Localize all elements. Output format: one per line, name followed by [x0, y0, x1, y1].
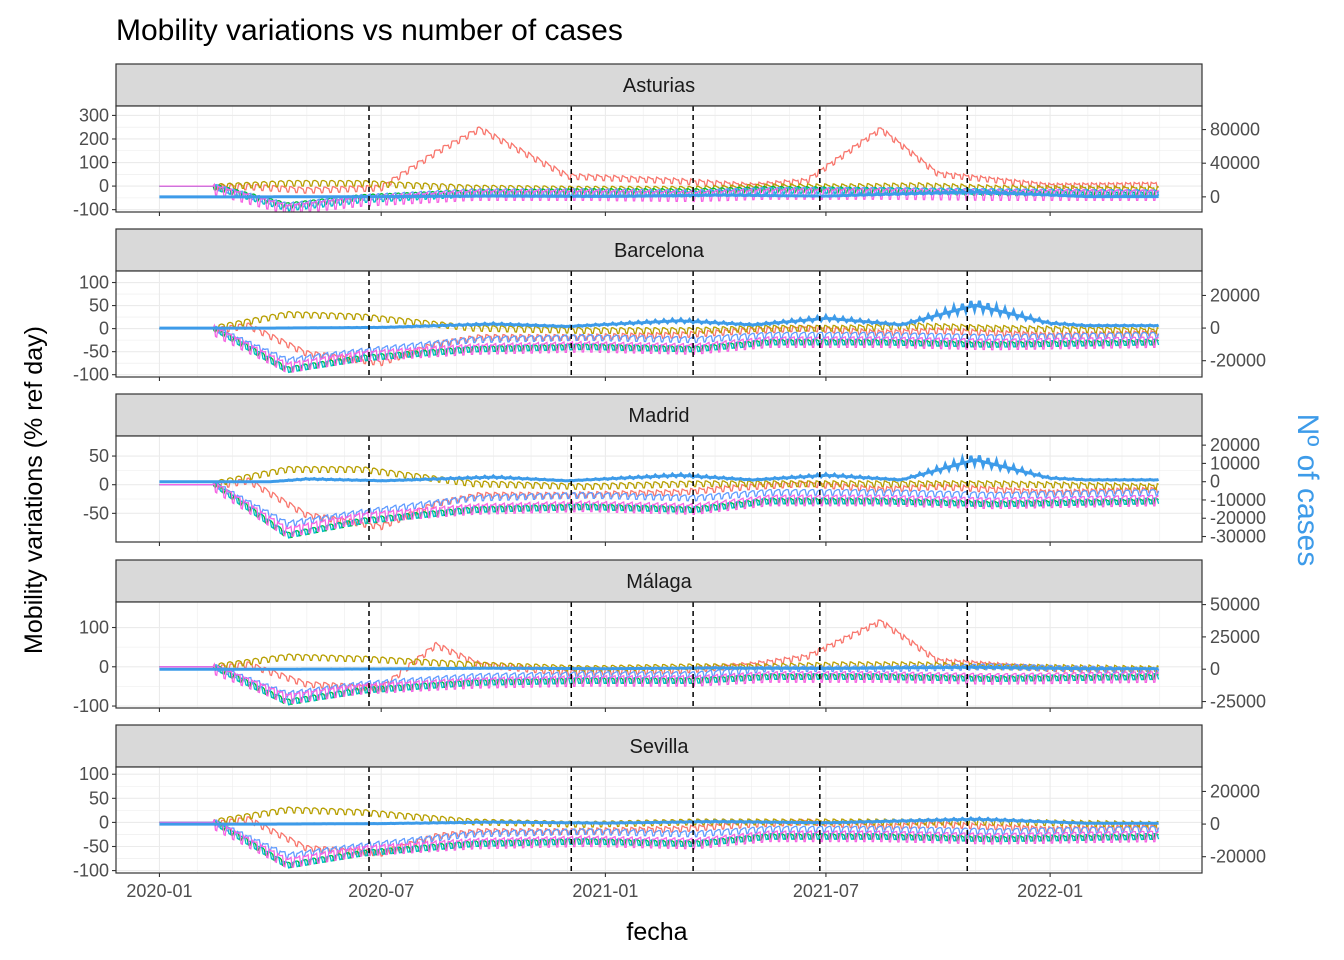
y-tick-label: 0: [99, 657, 109, 677]
y-axis-title: Mobility variations (% ref day): [20, 326, 48, 654]
x-tick-label: 2022-01: [1017, 881, 1083, 901]
y-tick-label: 200: [79, 129, 109, 149]
mobility-series-line: [159, 663, 1160, 698]
y-tick-label: 100: [79, 153, 109, 173]
y-tick-label: 50: [89, 446, 109, 466]
mobility-series-line: [159, 819, 1160, 860]
panel-málaga: Málaga -100 0 100 -25000 0 25000 50000: [73, 559, 1266, 716]
mobility-series-line: [159, 182, 1159, 212]
y2-tick-label: 0: [1210, 814, 1220, 834]
y-tick-label: 0: [99, 176, 109, 196]
facet-strip-label: Asturias: [623, 75, 695, 97]
panel-border: [115, 435, 1203, 543]
y2-tick-label: -20000: [1210, 351, 1266, 371]
mobility-series-line: [159, 310, 1159, 335]
y-tick-label: 0: [99, 319, 109, 339]
panel-border: [115, 105, 1203, 213]
y2-tick-label: 20000: [1210, 781, 1260, 801]
y2-tick-label: 20000: [1210, 285, 1260, 305]
mobility-series-line: [159, 183, 1160, 210]
y-tick-label: 100: [79, 618, 109, 638]
y-tick-label: -50: [83, 837, 109, 857]
cases-series-line: [159, 665, 1159, 671]
facet-strip: [115, 724, 1203, 768]
mobility-series-line: [159, 323, 1159, 373]
y-tick-label: 100: [79, 764, 109, 784]
y-tick-label: -100: [73, 365, 109, 385]
panel-border: [115, 766, 1203, 874]
secondary-y-axis-title: Nº of cases: [1291, 414, 1324, 567]
cases-series-line: [159, 300, 1160, 330]
y-tick-label: 0: [99, 812, 109, 832]
y2-tick-label: 50000: [1210, 595, 1260, 615]
y2-tick-label: -30000: [1210, 527, 1266, 547]
y-tick-label: 100: [79, 273, 109, 293]
facet-strip-label: Sevilla: [630, 736, 690, 758]
y-tick-label: 0: [99, 475, 109, 495]
panel-asturias: Asturias -100 0 100 200 300 0 40000 80000: [73, 63, 1260, 220]
x-axis-title: fecha: [626, 918, 687, 946]
facet-panels: Asturias -100 0 100 200 300 0 40000 80000 Barcelo…: [73, 63, 1266, 901]
facet-strip-label: Madrid: [628, 405, 689, 427]
y2-tick-label: 20000: [1210, 435, 1260, 455]
mobility-series-line: [159, 481, 1160, 528]
cases-series-line: [159, 815, 1159, 826]
y2-tick-label: -10000: [1210, 490, 1266, 510]
chart-title: Mobility variations vs number of cases: [116, 14, 623, 47]
panel-barcelona: Barcelona -100 -50 0 50 100 -20000 0 20000: [73, 228, 1266, 385]
y-tick-label: 50: [89, 296, 109, 316]
facet-strip: [115, 228, 1203, 272]
y2-tick-label: 0: [1210, 318, 1220, 338]
y-tick-label: 50: [89, 788, 109, 808]
mobility-series-line: [159, 325, 1160, 365]
panel-sevilla: Sevilla -100 -50 0 50 100 -20000 0 20000 2020-01 2…: [73, 724, 1266, 901]
facet-strip: [115, 393, 1203, 437]
y2-tick-label: 80000: [1210, 120, 1260, 140]
cases-series-line: [159, 452, 1160, 484]
x-tick-label: 2020-07: [348, 881, 414, 901]
y2-tick-label: 0: [1210, 187, 1220, 207]
y2-tick-label: 0: [1210, 472, 1220, 492]
y-tick-label: -100: [73, 696, 109, 716]
series-group: [159, 806, 1160, 869]
panel-border: [115, 270, 1203, 378]
y2-tick-label: 0: [1210, 659, 1220, 679]
series-group: [159, 619, 1160, 706]
mobility-series-line: [159, 819, 1159, 869]
y-tick-label: -50: [83, 503, 109, 523]
y2-tick-label: -25000: [1210, 692, 1266, 712]
y2-tick-label: -20000: [1210, 847, 1266, 867]
panel-border: [115, 601, 1203, 709]
y-tick-label: -100: [73, 200, 109, 220]
x-tick-label: 2020-01: [126, 881, 192, 901]
mobility-series-line: [159, 465, 1159, 491]
plot-area: [116, 436, 1202, 542]
mobility-series-line: [159, 662, 1159, 704]
y2-tick-label: -20000: [1210, 508, 1266, 528]
mobility-series-line: [159, 481, 1159, 538]
facet-strip-label: Barcelona: [614, 240, 705, 262]
facet-strip-label: Málaga: [626, 571, 692, 593]
mobility-series-line: [159, 126, 1159, 194]
y2-tick-label: 10000: [1210, 453, 1260, 473]
series-group: [159, 300, 1160, 374]
y2-tick-label: 40000: [1210, 153, 1260, 173]
y-tick-label: -100: [73, 861, 109, 881]
panel-madrid: Madrid-50050-30000-20000-100000100002000…: [83, 393, 1266, 547]
mobility-series-line: [159, 815, 1159, 857]
y-tick-label: 300: [79, 105, 109, 125]
y2-tick-label: 25000: [1210, 627, 1260, 647]
x-tick-label: 2021-01: [572, 881, 638, 901]
facet-strip: [115, 63, 1203, 107]
series-group: [159, 452, 1160, 539]
facet-strip: [115, 559, 1203, 603]
y-tick-label: -50: [83, 342, 109, 362]
series-group: [159, 126, 1160, 212]
x-tick-label: 2021-07: [793, 881, 859, 901]
cases-series-line: [159, 188, 1159, 199]
